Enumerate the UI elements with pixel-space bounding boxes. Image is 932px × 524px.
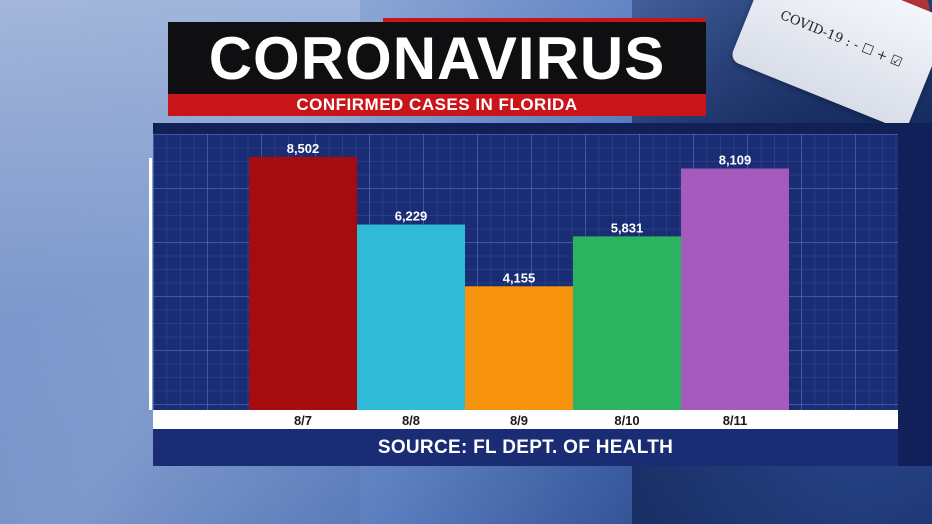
chart-title: CORONAVIRUS: [208, 24, 666, 92]
title-banner: CORONAVIRUS: [168, 22, 706, 95]
bar-8-9: [465, 286, 573, 410]
x-tick-label-8-11: 8/11: [723, 413, 748, 428]
value-label-8-10: 5,831: [611, 220, 644, 235]
bar-8-7: [249, 156, 357, 410]
source-band: SOURCE: FL DEPT. OF HEALTH: [153, 429, 898, 466]
y-axis-line: [149, 158, 152, 410]
bar-8-8: [357, 224, 465, 410]
x-tick-label-8-7: 8/7: [294, 413, 312, 428]
value-label-8-7: 8,502: [287, 141, 320, 156]
x-tick-label-8-9: 8/9: [510, 413, 528, 428]
bar-8-11: [681, 168, 789, 410]
x-tick-label-8-10: 8/10: [614, 413, 639, 428]
value-label-8-11: 8,109: [719, 153, 752, 168]
bar-8-10: [573, 236, 681, 410]
source-text: SOURCE: FL DEPT. OF HEALTH: [377, 436, 674, 458]
chart-subtitle: CONFIRMED CASES IN FLORIDA: [296, 95, 578, 114]
value-label-8-9: 4,155: [503, 270, 536, 285]
x-tick-label-8-8: 8/8: [402, 413, 420, 428]
value-label-8-8: 6,229: [395, 209, 428, 224]
subtitle-banner: CONFIRMED CASES IN FLORIDA: [168, 94, 706, 116]
x-axis-band: [153, 410, 898, 429]
title-red-accent: [383, 18, 706, 24]
